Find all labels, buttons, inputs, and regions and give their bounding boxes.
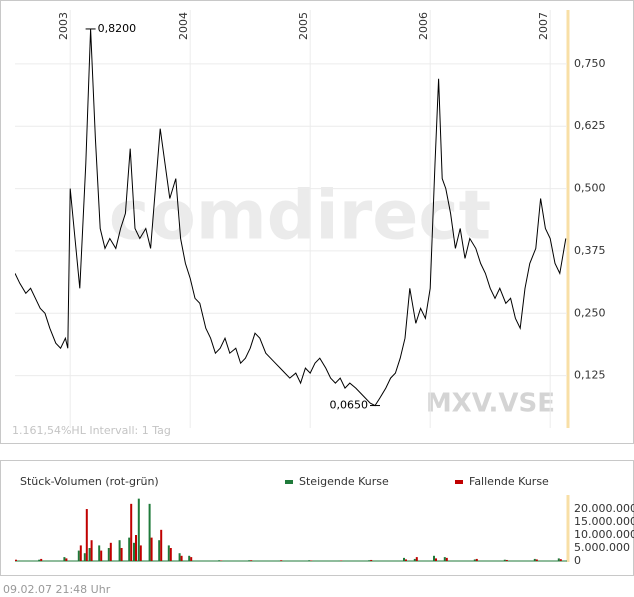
x-tick-label: 2003 — [57, 12, 70, 40]
subtitle: 1.161,54%HL Intervall: 1 Tag — [12, 424, 171, 437]
volume-bar — [338, 560, 341, 561]
volume-panel — [0, 460, 634, 576]
volume-bar — [473, 559, 476, 561]
volume-bar — [135, 535, 137, 561]
volume-bar — [250, 560, 253, 561]
volume-bar — [280, 560, 283, 561]
annotation: 0,0650 — [330, 399, 369, 412]
volume-bar — [370, 559, 373, 561]
volume-bar — [15, 559, 17, 561]
annotation: 0,8200 — [98, 22, 137, 35]
x-tick-label: 2007 — [537, 12, 550, 40]
volume-bar — [85, 509, 88, 561]
volume-bar — [107, 548, 110, 561]
y-tick-label: 20.000.000 — [574, 502, 634, 515]
volume-title: Stück-Volumen (rot-grün) — [20, 475, 159, 488]
volume-bar — [475, 558, 478, 561]
volume-bar — [248, 560, 251, 561]
volume-bar — [535, 559, 538, 561]
x-tick-label: 2004 — [177, 12, 190, 40]
volume-bar — [65, 558, 68, 561]
volume-bar — [148, 503, 151, 561]
volume-bar — [130, 503, 133, 561]
volume-bar — [139, 545, 142, 561]
volume-bar — [167, 545, 170, 561]
y-tick-label: 0,375 — [574, 244, 606, 257]
volume-bar — [340, 560, 343, 561]
volume-bar — [180, 555, 183, 561]
volume-bar — [218, 560, 221, 561]
x-tick-label: 2005 — [297, 12, 310, 40]
volume-bar — [435, 558, 437, 561]
volume-bar — [83, 553, 86, 561]
volume-bar — [169, 548, 172, 561]
volume-bar — [557, 558, 560, 561]
volume-bar — [505, 559, 508, 561]
volume-bar — [188, 555, 191, 561]
timestamp: 09.02.07 21:48 Uhr — [3, 583, 111, 596]
price-line — [15, 28, 567, 407]
y-tick-label: 0 — [574, 554, 581, 567]
volume-bar — [88, 548, 91, 561]
volume-bar — [433, 555, 435, 561]
y-tick-label: 0,250 — [574, 306, 606, 319]
x-tick-label: 2006 — [417, 12, 430, 40]
volume-bar — [310, 560, 313, 561]
y-tick-label: 10.000.000 — [574, 528, 634, 541]
volume-bar — [160, 529, 163, 561]
price-panel — [0, 0, 634, 444]
volume-bar — [405, 559, 407, 561]
volume-bar — [559, 559, 562, 561]
volume-bar — [368, 560, 371, 561]
volume-bar — [38, 559, 41, 561]
volume-bar — [150, 537, 153, 561]
volume-bar — [40, 558, 43, 561]
volume-bar — [137, 498, 140, 561]
volume-bar — [109, 542, 112, 561]
volume-bar — [503, 559, 506, 561]
symbol: MXV.VSE — [426, 389, 555, 419]
volume-bar — [98, 545, 101, 561]
y-tick-label: 0,625 — [574, 119, 606, 132]
y-tick-label: 15.000.000 — [574, 515, 634, 528]
volume-bar — [278, 560, 281, 561]
y-tick-label: 0,500 — [574, 182, 606, 195]
y-tick-label: 5.000.000 — [574, 541, 630, 554]
volume-bar — [128, 537, 131, 561]
volume-bar — [120, 548, 123, 561]
volume-bar — [133, 542, 135, 561]
volume-bar — [403, 557, 405, 561]
plot — [15, 28, 567, 407]
volume-bar — [533, 558, 536, 561]
volume-bar — [220, 560, 223, 561]
plot — [15, 498, 562, 561]
volume-bar — [158, 540, 161, 561]
volume-bar — [79, 545, 82, 561]
y-tick-label: 0,125 — [574, 369, 606, 382]
volume-bar — [100, 550, 103, 561]
volume-bar — [443, 557, 446, 561]
volume-bar — [415, 557, 418, 561]
volume-bar — [190, 557, 193, 561]
volume-bar — [77, 550, 80, 561]
legend-label: Fallende Kurse — [469, 475, 549, 488]
legend-swatch — [455, 480, 463, 484]
layer: 0,125 0,250 0,375 0,500 0,625 0,750 2003 2004 20… — [15, 10, 634, 567]
volume-bar — [413, 558, 416, 561]
volume-bar — [118, 540, 121, 561]
legend-label: Steigende Kurse — [299, 475, 389, 488]
volume-bar — [178, 553, 181, 561]
legend-swatch — [285, 480, 293, 484]
y-tick-label: 0,750 — [574, 57, 606, 70]
volume-bar — [445, 557, 448, 561]
volume-bar — [63, 557, 66, 561]
volume-bar — [308, 560, 311, 561]
volume-bar — [90, 540, 93, 561]
